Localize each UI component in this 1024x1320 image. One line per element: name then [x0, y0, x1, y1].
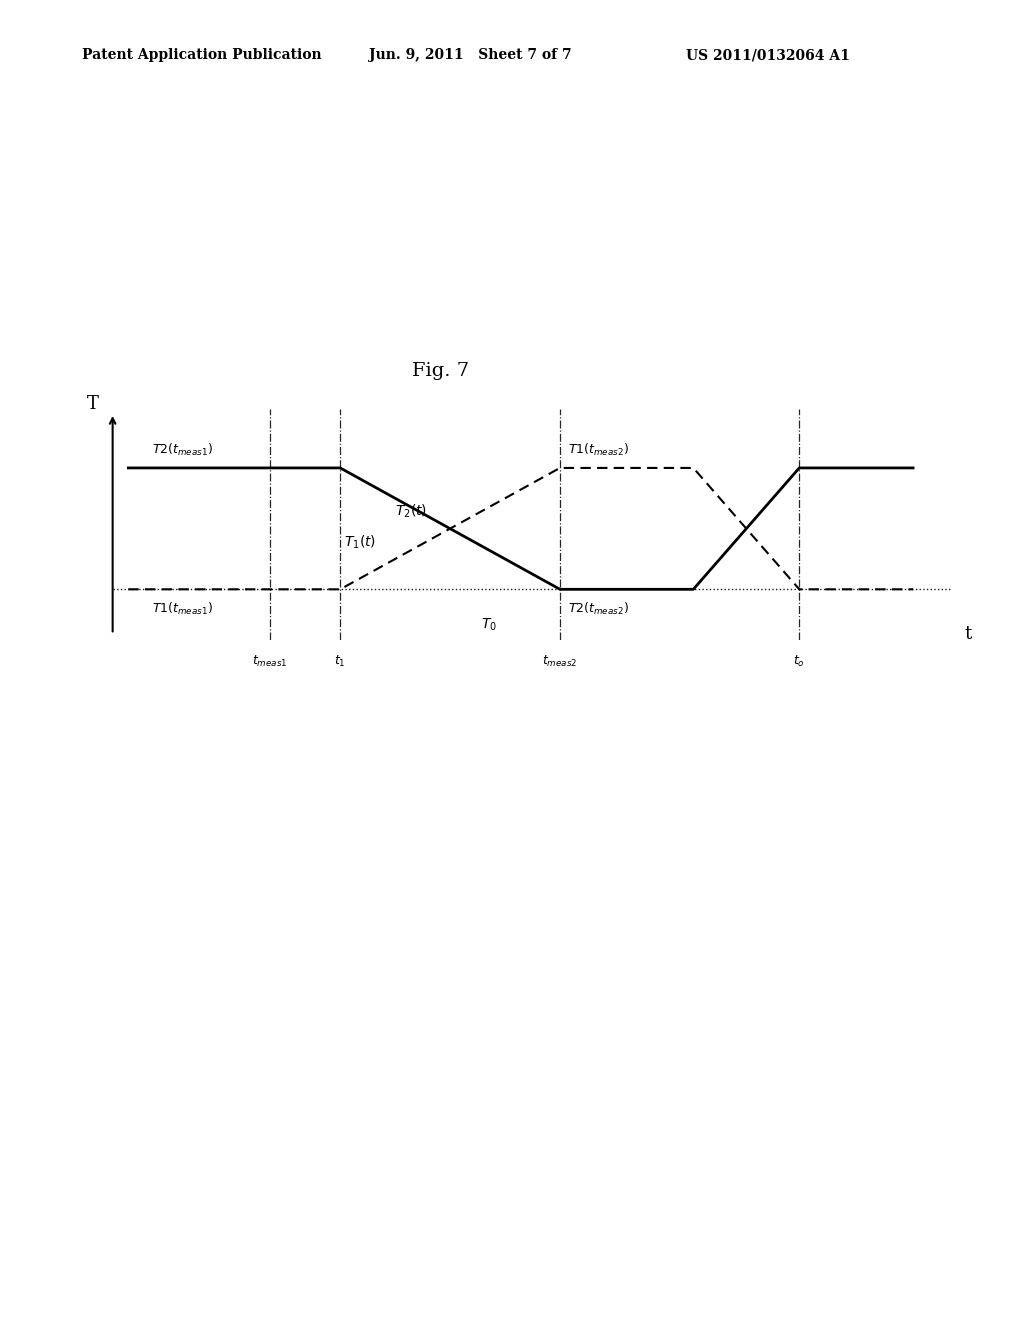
Text: $T_0$: $T_0$ — [481, 616, 498, 634]
Text: US 2011/0132064 A1: US 2011/0132064 A1 — [686, 49, 850, 62]
Text: $T2(t_{meas2})$: $T2(t_{meas2})$ — [567, 601, 629, 616]
Text: $T_2(t)$: $T_2(t)$ — [395, 503, 427, 520]
Text: Fig. 7: Fig. 7 — [412, 362, 469, 380]
Text: $T1(t_{meas2})$: $T1(t_{meas2})$ — [567, 442, 629, 458]
Text: $T_1(t)$: $T_1(t)$ — [344, 533, 376, 550]
Text: $T2(t_{meas1})$: $T2(t_{meas1})$ — [152, 442, 213, 458]
Text: t: t — [964, 626, 972, 643]
Text: Jun. 9, 2011   Sheet 7 of 7: Jun. 9, 2011 Sheet 7 of 7 — [369, 49, 571, 62]
Text: $t_o$: $t_o$ — [794, 653, 805, 669]
Text: $t_{meas1}$: $t_{meas1}$ — [252, 653, 288, 669]
Text: T: T — [87, 395, 99, 413]
Text: Patent Application Publication: Patent Application Publication — [82, 49, 322, 62]
Text: $t_{meas2}$: $t_{meas2}$ — [543, 653, 578, 669]
Text: $T1(t_{meas1})$: $T1(t_{meas1})$ — [152, 601, 213, 616]
Text: $t_1$: $t_1$ — [335, 653, 346, 669]
